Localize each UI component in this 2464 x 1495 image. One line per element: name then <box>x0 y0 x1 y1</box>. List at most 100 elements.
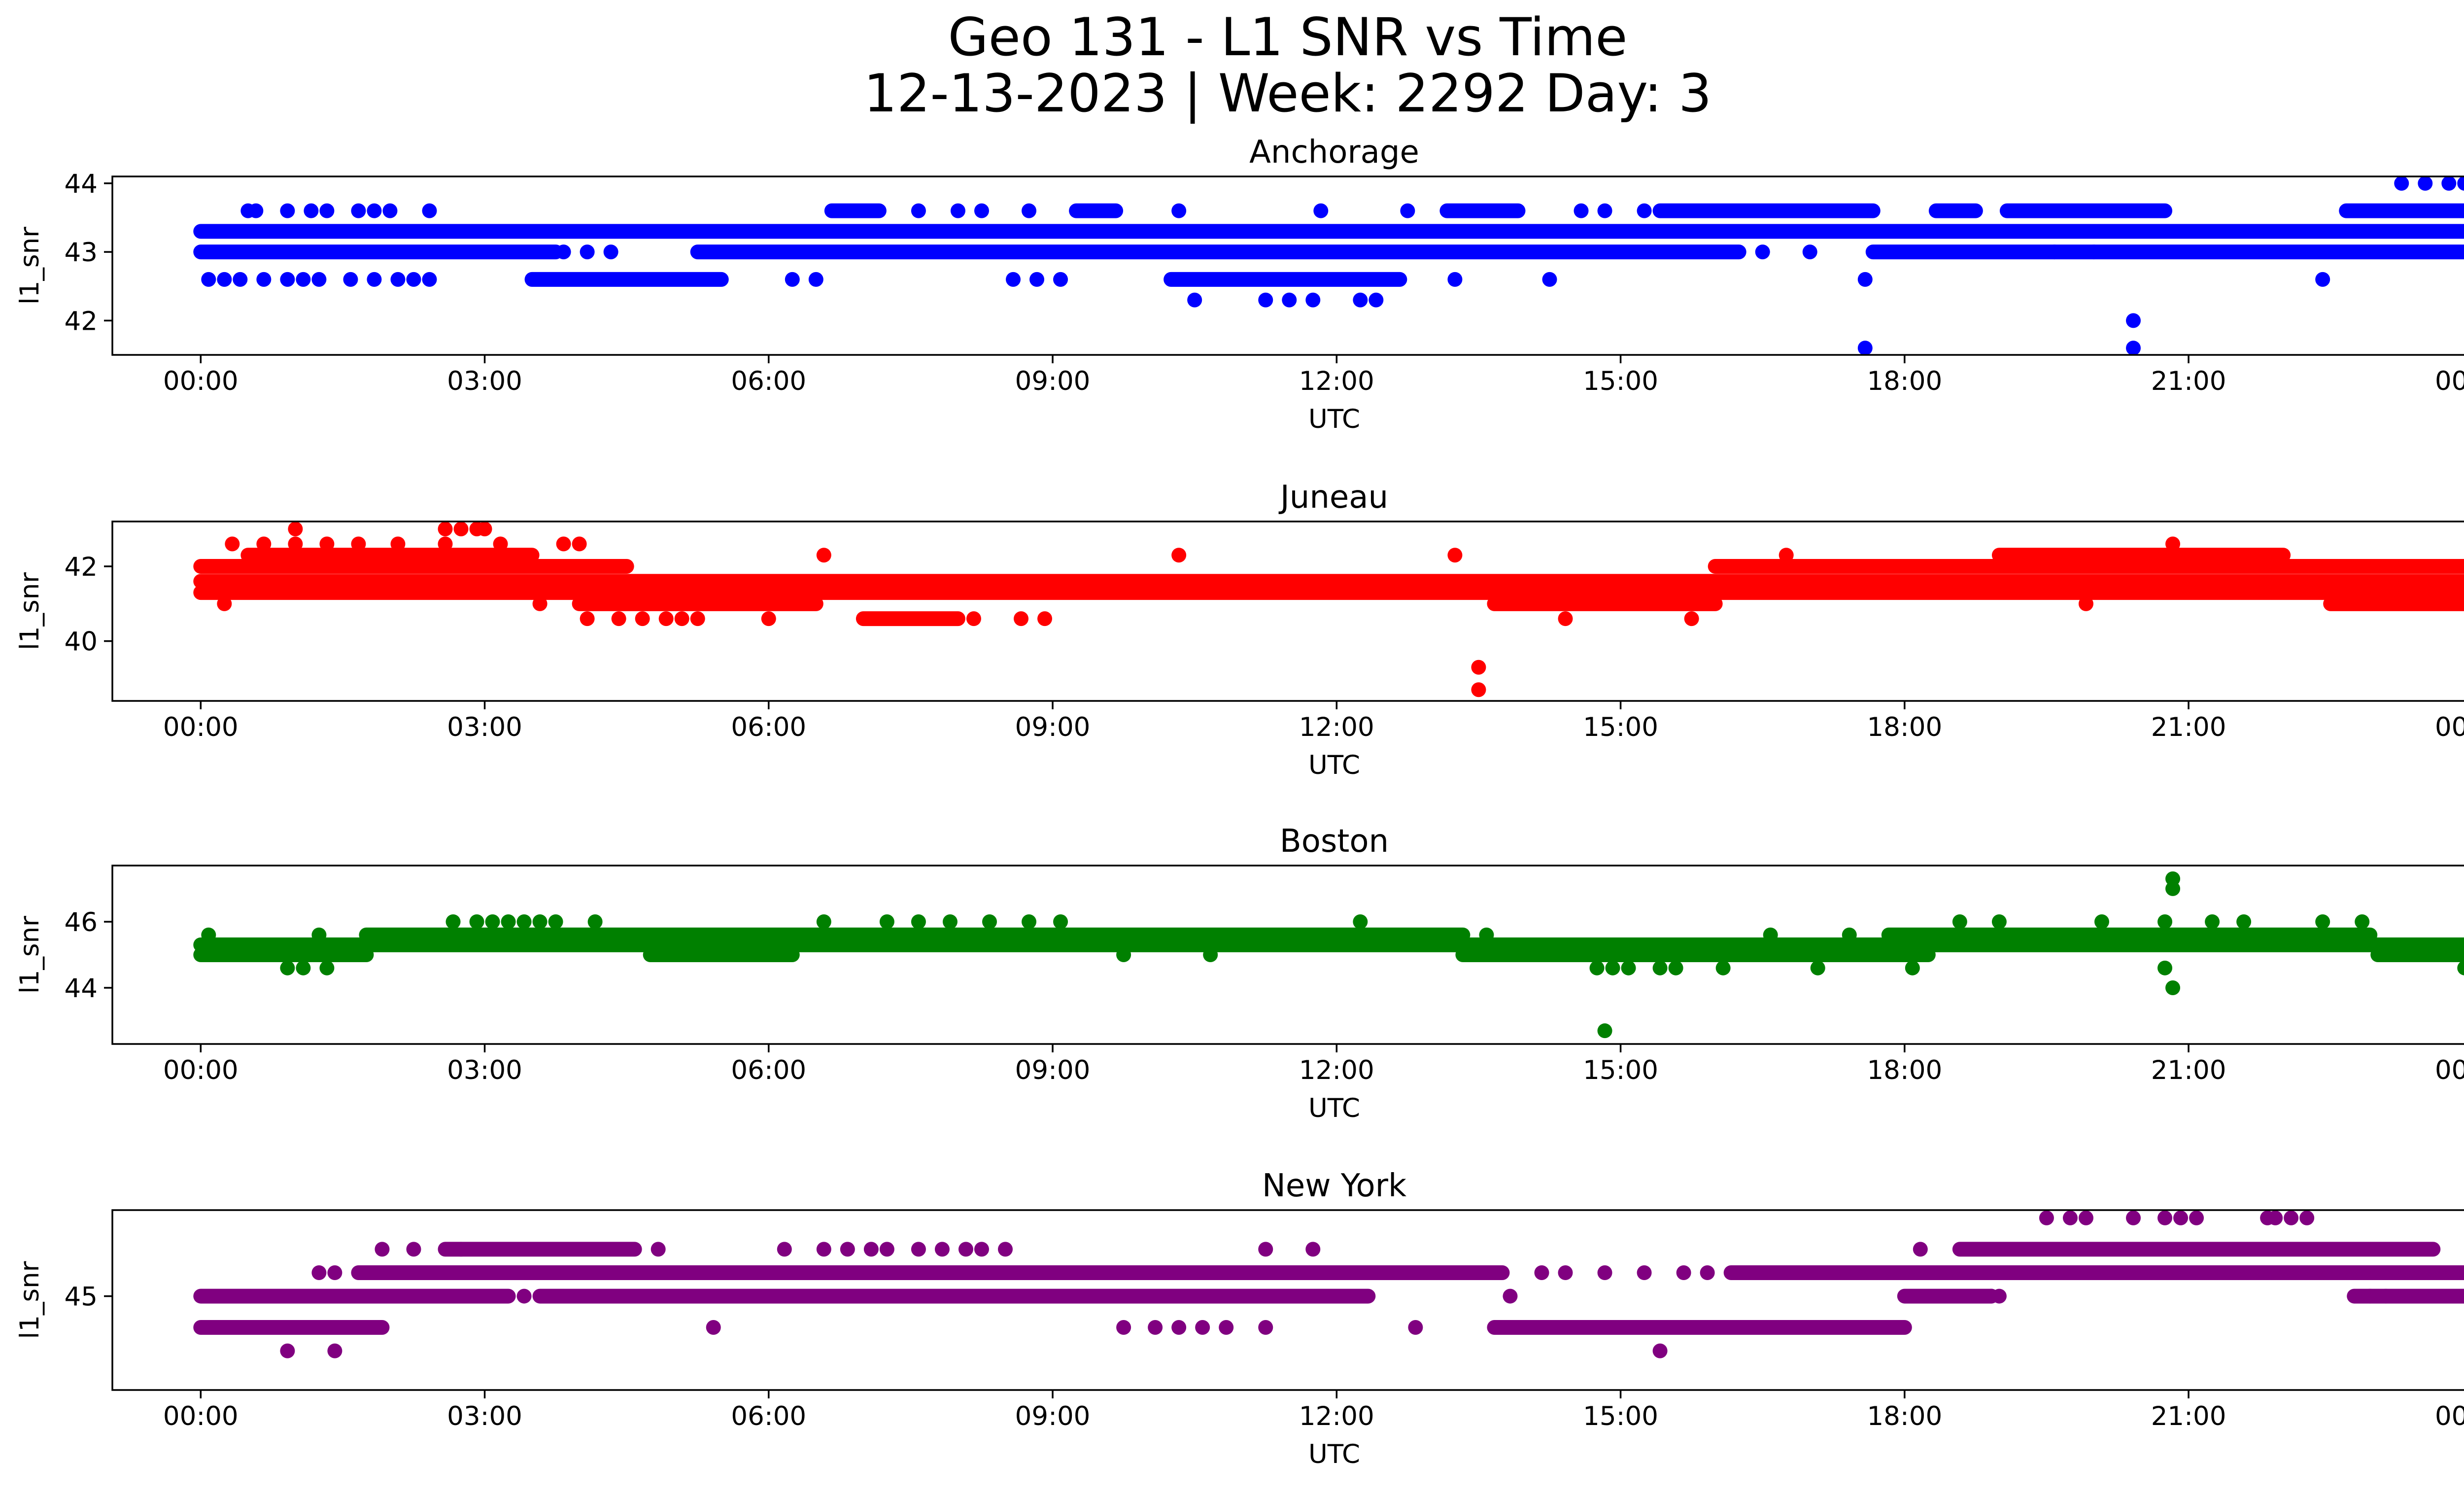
data-point-14 <box>879 914 894 929</box>
y-axis-label: l1_snr <box>15 916 45 994</box>
data-point-14 <box>911 1242 926 1257</box>
data-point-12 <box>1447 548 1463 563</box>
data-point-44 <box>2078 1210 2093 1225</box>
data-point-22 <box>516 1288 532 1304</box>
data-point-18 <box>998 1242 1013 1257</box>
data-point-38 <box>1597 203 1612 218</box>
data-point-10 <box>406 272 421 287</box>
data-point-4 <box>319 960 335 975</box>
data-point-17 <box>982 914 997 929</box>
data-point-28 <box>761 611 776 626</box>
y-tick-label-0: 44 <box>65 973 98 1004</box>
data-point-31 <box>1842 927 1857 942</box>
data-point-39 <box>1219 1320 1234 1335</box>
data-point-51 <box>1353 292 1368 308</box>
subplot-anchorage: 00:00 03:00 06:00 09:00 12:00 15:00 18:00 21:00… <box>15 134 2464 434</box>
data-point-14 <box>1006 272 1021 287</box>
x-tick-label-0: 00:00 <box>163 1401 239 1431</box>
x-tick-label-5: 15:00 <box>1583 366 1658 396</box>
data-point-13 <box>879 1242 894 1257</box>
x-tick-label-4: 12:00 <box>1299 712 1374 742</box>
data-point-15 <box>1029 272 1045 287</box>
data-point-58 <box>2441 176 2457 191</box>
figure-title-line2: 12-13-2023 | Week: 2292 Day: 3 <box>864 63 1712 124</box>
data-point-40 <box>1258 1320 1273 1335</box>
data-point-25 <box>1558 1265 1573 1280</box>
data-point-26 <box>1597 1265 1612 1280</box>
data-point-11 <box>1171 548 1187 563</box>
data-point-11 <box>548 914 563 929</box>
x-tick-label-6: 18:00 <box>1867 366 1942 396</box>
plot-area <box>193 1210 2464 1358</box>
data-point-16 <box>942 914 958 929</box>
data-point-12 <box>863 1242 879 1257</box>
data-point-6 <box>438 536 453 552</box>
data-point-2 <box>233 272 248 287</box>
data-point-6 <box>406 1242 421 1257</box>
data-point-22 <box>248 203 264 218</box>
data-point-2 <box>288 536 303 552</box>
data-point-20 <box>1305 1242 1321 1257</box>
data-point-10 <box>532 914 548 929</box>
data-point-9 <box>572 536 587 552</box>
data-point-44 <box>1802 244 1817 260</box>
data-point-16 <box>438 522 453 537</box>
data-point-5 <box>390 536 406 552</box>
axes-frame <box>111 1209 2464 1391</box>
data-point-18 <box>1542 272 1557 287</box>
data-point-12 <box>587 914 603 929</box>
y-tick-label-1: 43 <box>65 238 98 268</box>
x-tick-label-1: 03:00 <box>447 366 522 396</box>
data-point-24 <box>304 203 319 218</box>
x-tick-label-0: 00:00 <box>163 1055 239 1085</box>
data-point-35 <box>1471 660 1486 675</box>
x-tick-label-6: 18:00 <box>1867 1401 1942 1431</box>
data-point-37 <box>2236 914 2252 929</box>
plot-area <box>193 522 2464 697</box>
data-point-23 <box>280 203 295 218</box>
data-point-43 <box>2165 881 2181 896</box>
y-axis-label: l1_snr <box>15 227 45 305</box>
data-point-3 <box>296 960 311 975</box>
x-tick-label-2: 06:00 <box>731 366 806 396</box>
y-axis-label: l1_snr <box>15 1261 45 1339</box>
data-point-6 <box>469 914 484 929</box>
data-point-34 <box>706 1320 721 1335</box>
data-point-59 <box>2457 176 2464 191</box>
data-point-34 <box>2078 596 2093 611</box>
data-point-50 <box>2268 1210 2283 1225</box>
data-point-56 <box>2394 176 2409 191</box>
data-point-40 <box>556 244 571 260</box>
data-point-36 <box>1471 682 1486 697</box>
data-point-44 <box>2157 914 2173 929</box>
y-tick-label-1: 42 <box>65 552 98 582</box>
data-point-35 <box>2094 914 2109 929</box>
data-point-6 <box>311 272 327 287</box>
data-point-35 <box>1116 1320 1131 1335</box>
data-point-33 <box>2378 1288 2394 1304</box>
data-point-7 <box>493 536 508 552</box>
data-point-28 <box>1676 1265 1691 1280</box>
data-point-43 <box>1755 244 1770 260</box>
data-point-25 <box>658 611 674 626</box>
axes-frame <box>111 521 2464 702</box>
axes-frame <box>111 865 2464 1045</box>
data-point-29 <box>966 611 981 626</box>
subplot-title: Juneau <box>1278 479 1388 516</box>
data-point-38 <box>2315 914 2330 929</box>
x-tick-label-5: 15:00 <box>1583 1055 1658 1085</box>
data-point-45 <box>2047 244 2062 260</box>
x-tick-label-3: 09:00 <box>1015 1401 1091 1431</box>
data-point-23 <box>1479 927 1494 942</box>
data-point-32 <box>1558 611 1573 626</box>
data-point-8 <box>556 536 571 552</box>
data-point-4 <box>327 1265 342 1280</box>
data-point-48 <box>1258 292 1273 308</box>
data-point-33 <box>1022 203 1037 218</box>
data-point-28 <box>382 203 398 218</box>
data-point-22 <box>1203 947 1218 962</box>
x-tick-label-7: 21:00 <box>2151 712 2226 742</box>
data-point-30 <box>1810 960 1825 975</box>
data-point-11 <box>840 1242 855 1257</box>
x-tick-label-6: 18:00 <box>1867 1055 1942 1085</box>
